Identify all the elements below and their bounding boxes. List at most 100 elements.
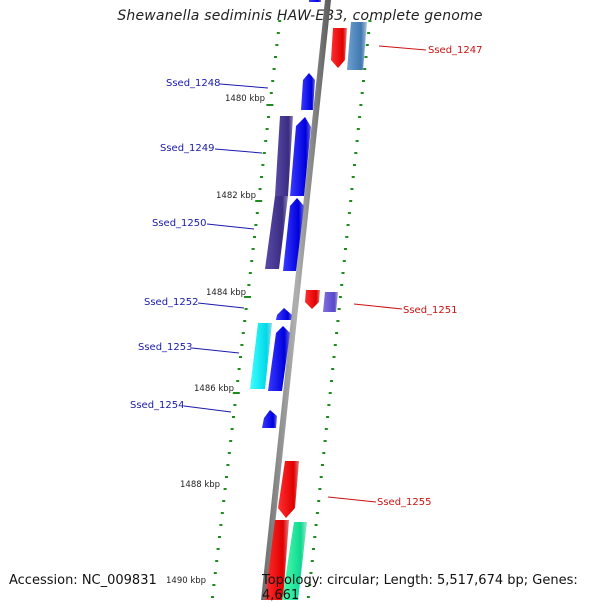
label-ssed-1254[interactable]: Ssed_1254	[130, 400, 185, 411]
minor-tick	[333, 344, 337, 346]
gene-fragment-top[interactable]	[309, 0, 321, 2]
minor-tick	[276, 32, 280, 34]
minor-tick	[247, 284, 251, 286]
inner-tick-ring	[211, 20, 282, 598]
minor-tick	[240, 344, 244, 346]
minor-tick	[261, 164, 265, 166]
minor-tick	[255, 212, 259, 214]
gene-ssed-1250-orf	[265, 196, 288, 269]
accession-text: Accession: NC_009831	[9, 573, 157, 588]
gene-ssed-1253-cds	[268, 326, 290, 391]
minor-tick	[269, 92, 273, 94]
label-ssed-1250[interactable]: Ssed_1250	[152, 218, 207, 229]
minor-tick	[362, 80, 365, 82]
minor-tick	[251, 248, 255, 250]
major-tick	[244, 296, 251, 298]
minor-tick	[309, 572, 313, 574]
minor-tick	[337, 308, 341, 310]
minor-tick	[260, 176, 263, 178]
minor-tick	[216, 548, 220, 550]
minor-tick	[314, 524, 318, 526]
minor-tick	[233, 404, 237, 406]
gene-ssed-1255-lower	[265, 520, 289, 600]
minor-tick	[232, 416, 235, 418]
label-ssed-1248[interactable]: Ssed_1248	[166, 78, 221, 89]
map-title: Shewanella sediminis HAW-EB3, complete g…	[117, 8, 483, 24]
minor-tick	[223, 488, 227, 490]
minor-tick	[363, 68, 367, 70]
minor-tick	[355, 140, 359, 142]
minor-tick	[272, 68, 276, 70]
gene-ssed-1248[interactable]	[301, 73, 315, 110]
minor-tick	[341, 272, 345, 274]
minor-tick	[364, 56, 368, 58]
minor-tick	[342, 260, 346, 262]
kbp-label-1484: 1484 kbp	[206, 288, 246, 298]
label-ssed-1255[interactable]: Ssed_1255	[377, 497, 432, 508]
minor-tick	[353, 164, 356, 166]
minor-tick	[236, 380, 240, 382]
gene-ssed-1250[interactable]	[265, 196, 304, 271]
label-ssed-1253[interactable]: Ssed_1253	[138, 342, 193, 353]
gene-ssed-1253-orf	[250, 323, 272, 389]
minor-tick	[271, 80, 275, 82]
minor-tick	[230, 428, 234, 430]
minor-tick	[274, 56, 277, 58]
major-tick	[255, 200, 263, 202]
minor-tick	[318, 488, 322, 490]
minor-tick	[367, 32, 371, 34]
minor-tick	[332, 356, 336, 358]
minor-tick	[225, 476, 228, 478]
minor-tick	[253, 236, 256, 238]
gene-ssed-1251[interactable]	[305, 290, 338, 312]
gene-ssed-1249[interactable]	[275, 116, 311, 196]
minor-tick	[239, 356, 242, 358]
outer-tick-ring	[306, 20, 372, 598]
label-ssed-1247[interactable]: Ssed_1247	[428, 45, 483, 56]
minor-tick	[317, 500, 321, 502]
minor-tick	[354, 152, 358, 154]
gene-ssed-1247-steel	[347, 22, 367, 70]
minor-tick	[275, 44, 279, 46]
kbp-scale: 1480 kbp 1482 kbp 1484 kbp 1486 kbp 1488…	[166, 94, 265, 586]
minor-tick	[336, 320, 340, 322]
gene-ssed-1252[interactable]	[276, 308, 292, 320]
minor-tick	[356, 128, 360, 130]
gene-ssed-1254[interactable]	[262, 410, 277, 428]
minor-tick	[321, 464, 324, 466]
label-ssed-1252[interactable]: Ssed_1252	[144, 297, 199, 308]
leader-lines	[183, 45, 427, 503]
minor-tick	[250, 260, 254, 262]
minor-tick	[211, 596, 214, 598]
minor-tick	[330, 380, 333, 382]
major-tick	[232, 392, 240, 394]
kbp-label-1480: 1480 kbp	[225, 94, 265, 104]
gene-ssed-1247[interactable]	[331, 22, 367, 70]
minor-tick	[220, 512, 224, 514]
minor-tick	[267, 116, 270, 118]
minor-tick	[212, 584, 216, 586]
minor-tick	[244, 308, 248, 310]
minor-tick	[368, 20, 372, 22]
minor-tick	[278, 20, 282, 22]
minor-tick	[219, 524, 223, 526]
minor-tick	[243, 320, 247, 322]
gene-ssed-1255-mint	[282, 522, 307, 600]
gene-ssed-1255[interactable]	[265, 461, 307, 600]
minor-tick	[345, 236, 349, 238]
minor-tick	[327, 404, 331, 406]
label-ssed-1249[interactable]: Ssed_1249	[160, 143, 215, 154]
gene-ssed-1247-red	[331, 28, 347, 68]
gene-labels: Ssed_1248 Ssed_1249 Ssed_1250 Ssed_1252 …	[130, 45, 483, 508]
minor-tick	[359, 104, 363, 106]
gene-ssed-1253[interactable]	[250, 323, 290, 391]
minor-tick	[340, 284, 344, 286]
minor-tick	[323, 440, 327, 442]
label-ssed-1251[interactable]: Ssed_1251	[403, 305, 458, 316]
minor-tick	[264, 140, 268, 142]
minor-tick	[308, 584, 312, 586]
minor-tick	[326, 416, 330, 418]
minor-tick	[347, 212, 351, 214]
minor-tick	[351, 176, 355, 178]
minor-tick	[349, 200, 353, 202]
